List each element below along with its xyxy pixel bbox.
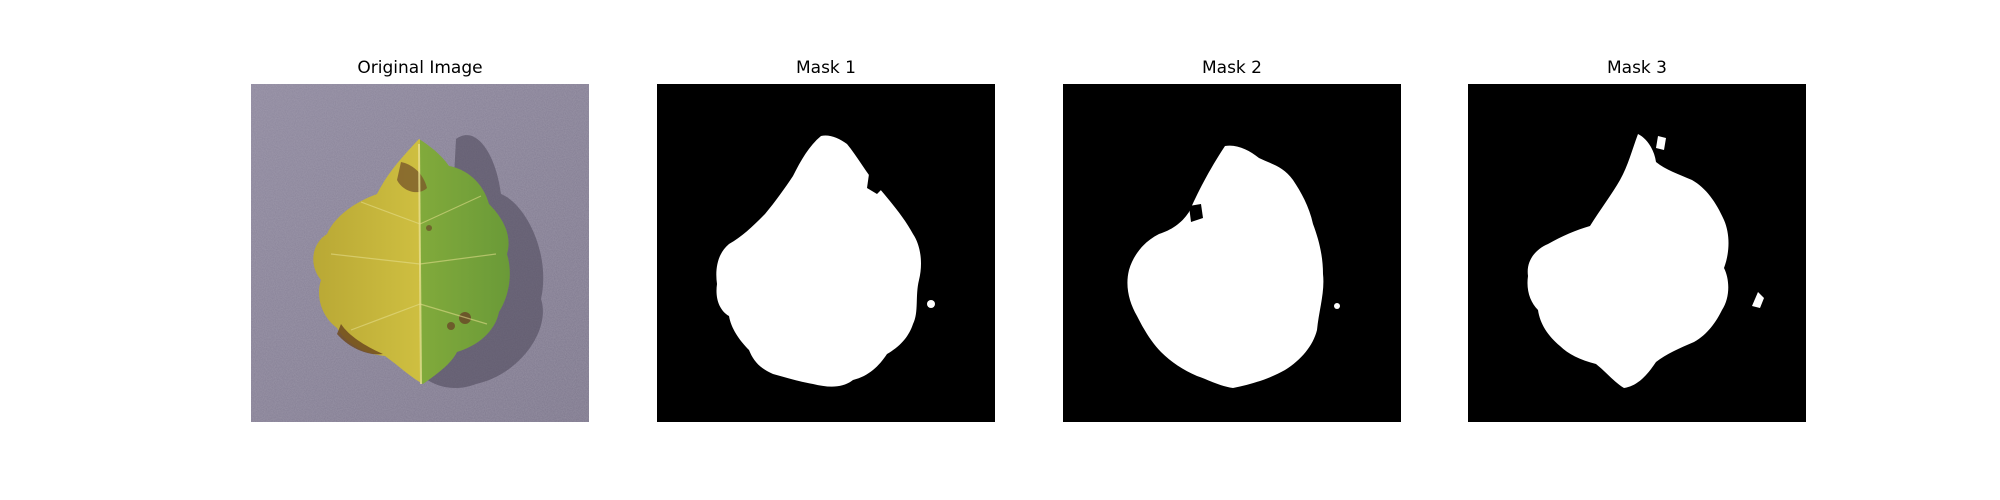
mask-1-region (716, 135, 921, 387)
leaf-shape (313, 139, 510, 385)
mask-3-image (1468, 84, 1806, 422)
mask-3-svg (1468, 84, 1806, 422)
original-image (251, 84, 589, 422)
mask-2-region (1127, 145, 1324, 388)
mask-1-svg (657, 84, 995, 422)
leaf-photo (251, 84, 589, 422)
mask-1-image (657, 84, 995, 422)
panel-title-mask-2: Mask 2 (1201, 58, 1262, 78)
mask-2-image (1063, 84, 1401, 422)
panel-title-mask-3: Mask 3 (1606, 58, 1667, 78)
mask-2-svg (1063, 84, 1401, 422)
panel-title-mask-1: Mask 1 (795, 58, 856, 78)
panel-title-original: Original Image (357, 58, 483, 78)
mask-3-region (1527, 134, 1729, 388)
